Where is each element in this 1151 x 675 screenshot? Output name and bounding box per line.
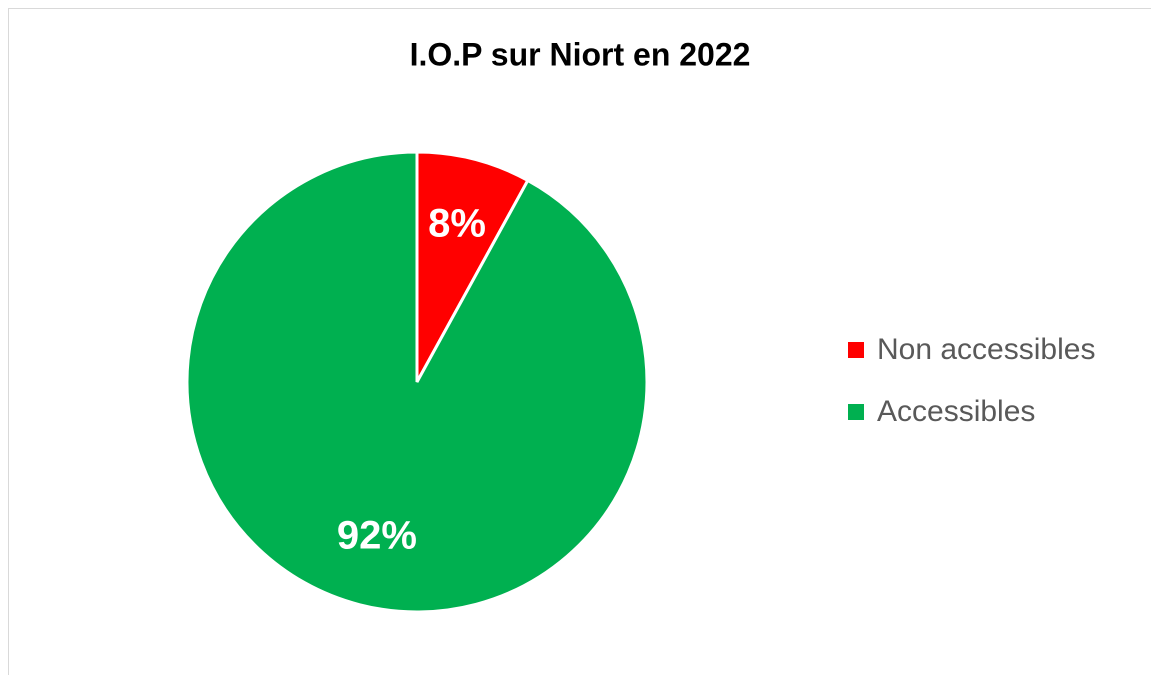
legend-swatch: [848, 342, 864, 358]
chart-title: I.O.P sur Niort en 2022: [410, 36, 751, 72]
data-label: 92%: [337, 514, 417, 558]
legend-label: Non accessibles: [877, 333, 1095, 366]
pie-slice: [185, 150, 649, 614]
legend-swatch: [848, 404, 864, 420]
data-label: 8%: [428, 202, 486, 246]
pie-slice: [415, 150, 530, 383]
legend-label: Accessibles: [877, 395, 1035, 428]
